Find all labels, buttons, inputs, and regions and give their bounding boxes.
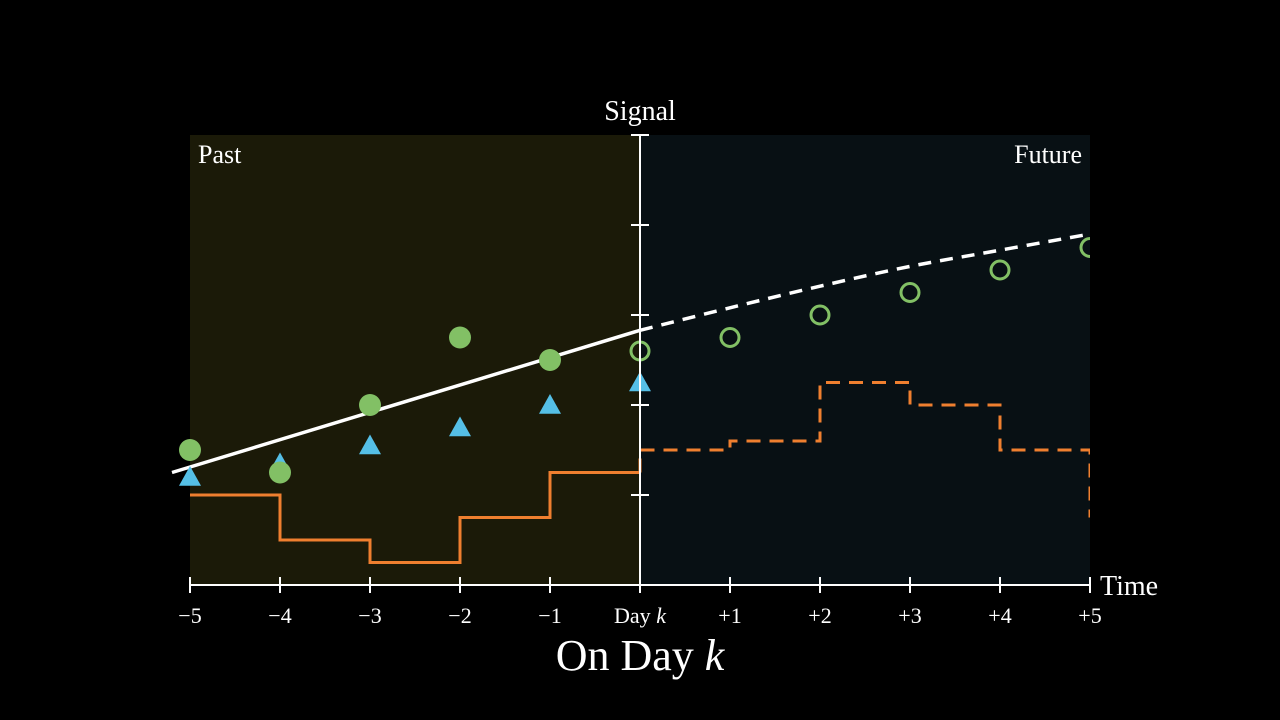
forecast-circle-1 [719, 327, 741, 348]
triangle-point-0 [179, 466, 201, 486]
forecast-curve [639, 232, 1090, 332]
observed-circle-0 [179, 439, 201, 461]
forecast-circle-4 [989, 259, 1011, 281]
x-tick-label-8: +3 [898, 603, 921, 628]
observed-circle-1 [269, 461, 291, 484]
x-tick-label-word: Day [614, 603, 656, 628]
past-step-line [190, 471, 640, 564]
series-layer [171, 232, 1090, 564]
future-region [640, 135, 1090, 585]
observed-circle-4 [539, 349, 561, 371]
forecast-circle-3 [899, 282, 921, 303]
x-tick-label-4: −1 [538, 603, 561, 628]
triangle-point-3 [449, 416, 471, 437]
fit-line [171, 328, 641, 475]
x-tick-label-10: +5 [1078, 603, 1101, 628]
past-label: Past [198, 140, 242, 169]
forecast-circle-2 [809, 304, 831, 326]
triangle-point-2 [359, 434, 381, 455]
axes-layer: −5 −4 −3 −2 −1 Day k +1 +2 +3 +4 +5 [178, 134, 1102, 628]
x-axis-label: Time [1100, 571, 1158, 602]
observed-circle-3 [449, 326, 471, 349]
x-tick-label-0: −5 [178, 603, 201, 628]
x-tick-label-9: +4 [988, 603, 1011, 628]
x-tick-label-var: k [656, 603, 667, 628]
x-tick-label-2: −3 [358, 603, 381, 628]
past-region [190, 135, 640, 585]
future-label: Future [1014, 140, 1082, 169]
y-axis-label: Signal [604, 96, 676, 127]
triangle-point-4 [539, 394, 561, 414]
chart-title-words: On Day [556, 631, 705, 680]
x-tick-label-5: Day k [614, 603, 667, 628]
future-step-line [638, 381, 1090, 518]
x-tick-label-7: +2 [808, 603, 831, 628]
forecast-circle-5 [1079, 237, 1090, 258]
observed-circle-2 [359, 394, 381, 416]
chart-title: On Day k [556, 631, 726, 680]
x-tick-label-6: +1 [718, 603, 741, 628]
text-layer: Past Future Signal Time On Day k [198, 96, 1158, 680]
x-tick-label-1: −4 [268, 603, 291, 628]
x-tick-label-3: −2 [448, 603, 471, 628]
chart-title-var: k [705, 631, 726, 680]
